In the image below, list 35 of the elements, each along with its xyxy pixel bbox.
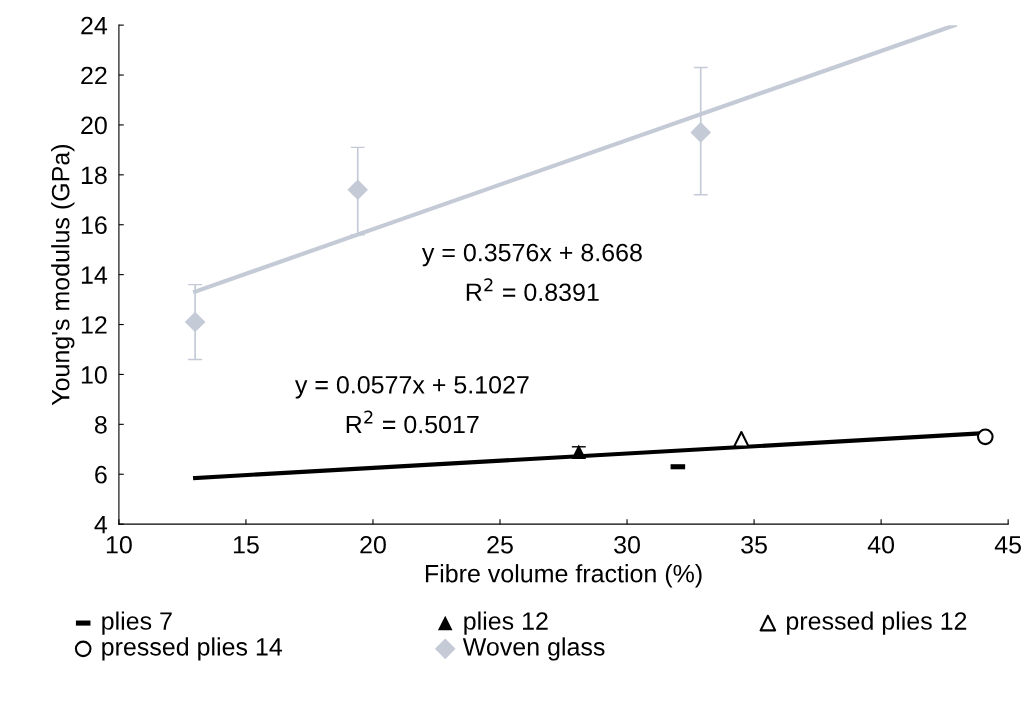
y-axis-title: Young's modulus (GPa) [51, 145, 75, 406]
legend-label: plies 12 [464, 611, 548, 635]
legend-label: pressed plies 14 [102, 637, 283, 661]
annotation: R$^{2}$ = 0.5017 [346, 410, 479, 434]
y-tick-label: 12 [81, 316, 107, 334]
y-tick-label: 16 [81, 216, 107, 235]
x-tick-label: 35 [741, 535, 767, 554]
y-tick-label: 8 [94, 415, 107, 434]
x-tick-label: 25 [487, 535, 513, 554]
point [690, 122, 712, 143]
point [733, 430, 750, 448]
y-tick-label: 6 [95, 465, 107, 484]
legend-label: pressed plies 12 [787, 611, 967, 635]
legend-label: Woven glass [462, 637, 605, 661]
x-tick-label: 45 [994, 536, 1022, 554]
annotation: R$^{2}$ = 0.8391 [466, 278, 599, 302]
annotation: y = 0.3576x + 8.668 [421, 243, 642, 267]
x-axis-title: Fibre volume fraction (%) [425, 564, 702, 588]
x-tick-label: 15 [233, 536, 259, 554]
y-tick-label: 20 [81, 116, 107, 135]
x-tick-label: 40 [867, 535, 895, 554]
point [976, 428, 994, 446]
x-tick-label: 10 [106, 535, 132, 554]
point [347, 179, 369, 201]
y-tick-label: 10 [81, 366, 107, 384]
y-tick-label: 4 [94, 516, 108, 534]
y-tick-label: 14 [81, 266, 108, 284]
point [184, 311, 206, 333]
y-tick-label: 18 [81, 166, 107, 185]
legend-label: plies 7 [102, 611, 172, 635]
x-tick-label: 30 [614, 535, 640, 554]
annotation: y = 0.0577x + 5.1027 [294, 375, 529, 399]
y-tick-label: 24 [81, 16, 108, 35]
x-tick-label: 20 [360, 535, 386, 554]
y-tick-label: 22 [81, 66, 107, 85]
